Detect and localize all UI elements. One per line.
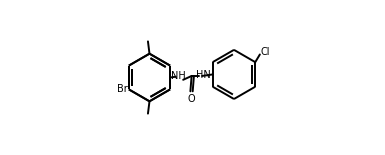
Text: NH: NH [171, 71, 186, 81]
Text: Br: Br [117, 84, 128, 94]
Text: HN: HN [196, 70, 211, 80]
Text: Cl: Cl [261, 47, 270, 57]
Text: O: O [187, 94, 195, 104]
